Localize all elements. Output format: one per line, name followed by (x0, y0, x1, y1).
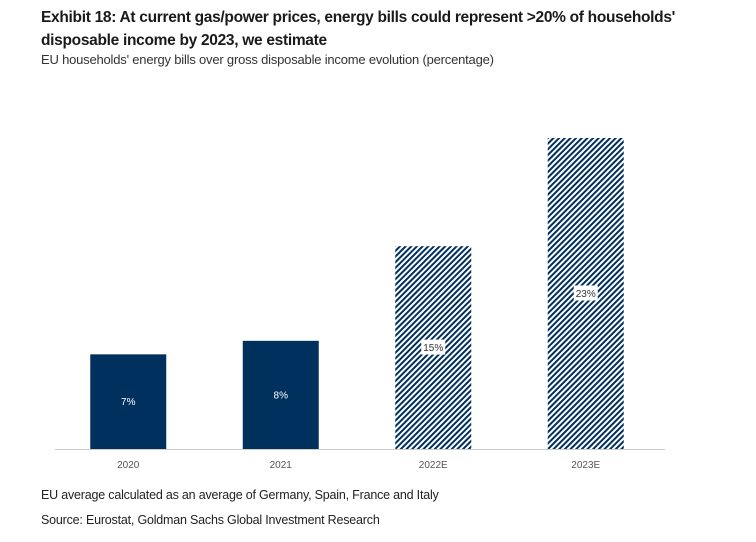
source-note: Source: Eurostat, Goldman Sachs Global I… (41, 513, 380, 527)
x-tick-label: 2020 (117, 460, 140, 471)
data-label: 15% (423, 343, 443, 354)
data-label-background (573, 285, 598, 301)
bar-2021 (242, 340, 319, 449)
x-tick-label: 2022E (419, 460, 448, 471)
x-tick-label: 2021 (270, 460, 293, 471)
data-label: 23% (576, 289, 596, 300)
x-tick-label: 2023E (571, 460, 600, 471)
data-label-background (421, 339, 446, 355)
data-label: 7% (121, 397, 136, 408)
bar-2020 (90, 354, 167, 449)
chart-title: Exhibit 18: At current gas/power prices,… (41, 9, 676, 49)
footnote: EU average calculated as an average of G… (41, 488, 439, 502)
data-label: 8% (274, 390, 289, 401)
chart-subtitle: EU households' energy bills over gross d… (41, 52, 494, 67)
